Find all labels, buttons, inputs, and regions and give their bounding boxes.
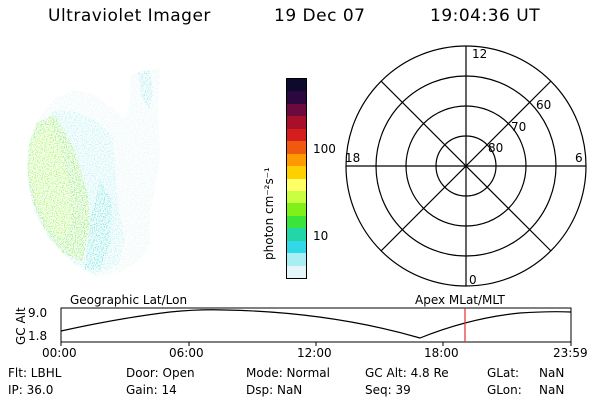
xtick-1200: 12:00	[297, 346, 332, 360]
ip-readout: IP: 36.0	[8, 383, 54, 397]
lat-label-70: 70	[511, 120, 526, 134]
colorbar-segment	[287, 79, 306, 92]
colorbar-segment	[287, 116, 306, 129]
gc-alt-readout: GC Alt: 4.8 Re	[365, 366, 449, 380]
ymax-label: 9.0	[28, 306, 48, 320]
colorbar-segment	[287, 240, 306, 254]
date-label: 19 Dec 07	[274, 6, 366, 26]
mlt-label-6: 6	[575, 151, 583, 165]
dsp-readout: Dsp: NaN	[246, 383, 303, 397]
time-label: 19:04:36 UT	[430, 6, 541, 26]
seq-readout: Seq: 39	[365, 383, 411, 397]
mlt-label-12: 12	[472, 47, 487, 61]
colorbar-segment	[287, 128, 306, 142]
colorbar-segment	[287, 265, 306, 278]
colorbar-segment	[287, 141, 306, 154]
gain-readout: Gain: 14	[126, 383, 177, 397]
glon-value: NaN	[539, 383, 565, 397]
xtick-0000: 00:00	[42, 346, 77, 360]
colorbar	[286, 78, 307, 279]
colorbar-segment	[287, 91, 306, 104]
xtick-2359: 23:59	[553, 346, 588, 360]
colorbar-segment	[287, 203, 306, 216]
colorbar-segment	[287, 253, 306, 266]
instrument-title: Ultraviolet Imager	[48, 6, 211, 26]
colorbar-segment	[287, 215, 306, 229]
geographic-title: Geographic Lat/Lon	[70, 293, 188, 307]
filter-readout: Flt: LBHL	[8, 366, 62, 380]
ymin-label: 1.8	[28, 329, 48, 343]
mode-readout: Mode: Normal	[246, 366, 330, 380]
colorbar-tick-100: 100	[313, 142, 336, 156]
glat-value: NaN	[539, 366, 565, 380]
colorbar-segment	[287, 153, 306, 167]
apex-title: Apex MLat/MLT	[415, 293, 505, 307]
lat-label-80: 80	[488, 141, 503, 155]
lat-label-60: 60	[536, 98, 551, 112]
xtick-1800: 18:00	[424, 346, 459, 360]
colorbar-segment	[287, 166, 306, 179]
glon-label: GLon:	[487, 383, 522, 397]
colorbar-segment	[287, 190, 306, 204]
door-readout: Door: Open	[126, 366, 195, 380]
mlt-label-18: 18	[345, 151, 360, 165]
mlt-label-0: 0	[469, 273, 477, 287]
colorbar-segment	[287, 228, 306, 241]
colorbar-segment	[287, 103, 306, 117]
colorbar-segment	[287, 178, 306, 191]
glat-label: GLat:	[487, 366, 520, 380]
colorbar-tick-10: 10	[313, 229, 329, 243]
xtick-0600: 06:00	[169, 346, 204, 360]
